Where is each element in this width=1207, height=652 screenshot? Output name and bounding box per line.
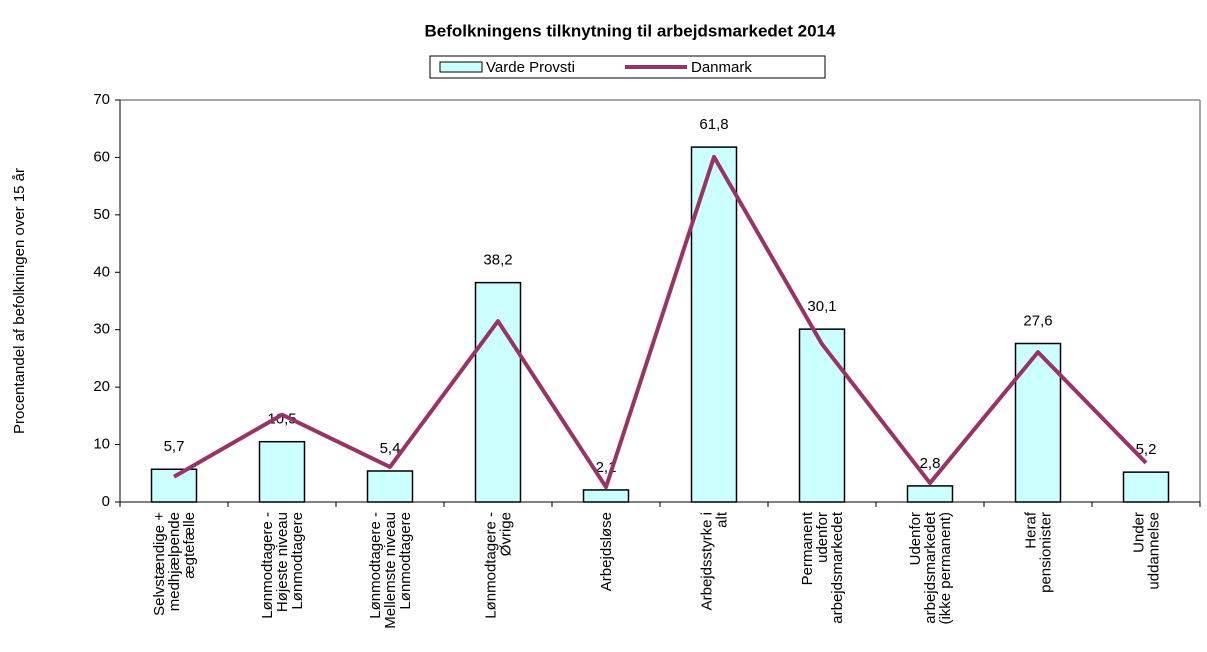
x-tick-label: Lønmodtagere -Mellemste niveauLønmodtage… — [367, 512, 414, 629]
bar — [474, 281, 522, 503]
data-label: 61,8 — [699, 116, 728, 133]
bar — [258, 440, 306, 503]
y-tick-label: 50 — [93, 206, 110, 223]
x-tick-label: Permanentudenforarbejdsmarkedet — [799, 511, 846, 624]
x-tick-label: Lønmodtagere -Øvrige — [483, 512, 515, 619]
bar — [366, 470, 414, 503]
bar — [798, 328, 846, 503]
line — [173, 154, 1148, 490]
y-tick-label: 60 — [93, 148, 110, 165]
bar — [906, 485, 954, 503]
legend-swatch — [439, 61, 483, 73]
data-label: 30,1 — [807, 298, 836, 315]
x-tick-label: Udenforarbejdsmarkedet(ikke permanent) — [907, 511, 954, 624]
x-tick-label: Herafpensionister — [1023, 511, 1055, 593]
y-tick-label: 70 — [93, 91, 110, 108]
y-tick-label: 0 — [102, 493, 110, 510]
y-tick-label: 10 — [93, 436, 110, 453]
data-label: 27,6 — [1023, 312, 1052, 329]
legend-label: Varde Provsti — [486, 59, 575, 76]
legend-label: Danmark — [691, 59, 752, 76]
x-tick-label: Underuddannelse — [1131, 512, 1163, 590]
data-label: 5,7 — [164, 438, 185, 455]
x-tick-label: Selvstændige +medhjælpendeægtefælle — [151, 512, 198, 616]
y-tick-label: 40 — [93, 263, 110, 280]
bar — [582, 489, 630, 503]
x-tick-label: Arbejdsløse — [598, 512, 615, 591]
x-tick-label: Lønmodtagere -Højeste niveauLønmodtagere — [259, 512, 306, 619]
data-label: 2,8 — [920, 455, 941, 472]
y-axis-label: Procentandel af befolkningen over 15 år — [11, 168, 28, 434]
bar — [150, 468, 198, 503]
data-label: 5,4 — [380, 440, 401, 457]
bar — [1122, 471, 1170, 503]
data-label: 10,5 — [267, 411, 296, 428]
y-tick-label: 20 — [93, 378, 110, 395]
x-tick-label: Arbejdsstyrke ialt — [699, 511, 731, 610]
chart-title: Befolkningens tilknytning til arbejdsmar… — [425, 21, 836, 40]
y-tick-label: 30 — [93, 321, 110, 338]
data-label: 5,2 — [1136, 441, 1157, 458]
data-label: 38,2 — [483, 252, 512, 269]
